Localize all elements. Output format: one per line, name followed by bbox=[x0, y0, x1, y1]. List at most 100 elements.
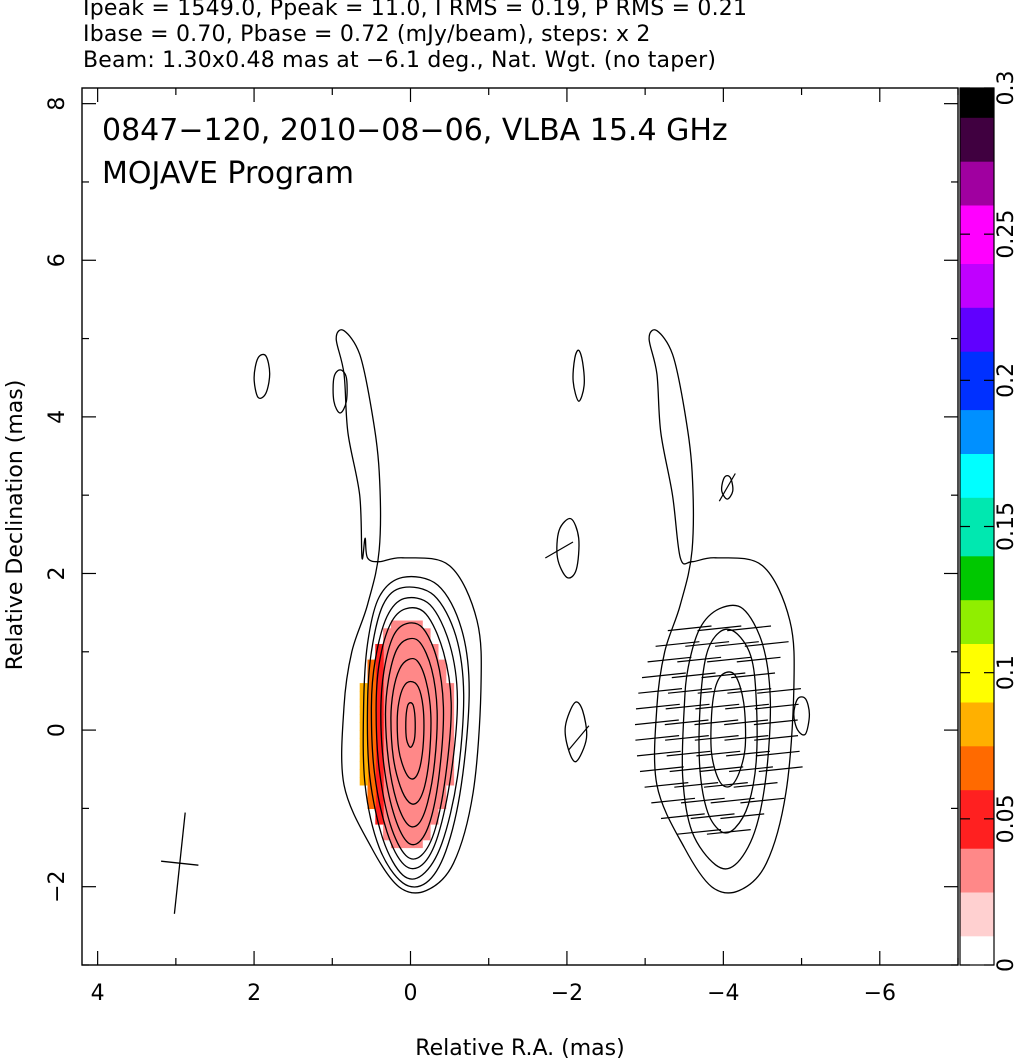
pol-pixel bbox=[406, 659, 415, 668]
pol-pixel bbox=[390, 730, 400, 739]
pol-pixel bbox=[398, 628, 408, 637]
x-axis-label: Relative R.A. (mas) bbox=[415, 1036, 624, 1060]
pol-pixel bbox=[437, 730, 447, 739]
evpa-tick bbox=[635, 735, 680, 741]
colorbar-segment bbox=[960, 833, 994, 849]
header-line-2: Ibase = 0.70, Pbase = 0.72 (mJy/beam), s… bbox=[83, 22, 651, 47]
pol-pixel bbox=[383, 667, 392, 676]
pol-pixel bbox=[398, 706, 408, 715]
pol-pixel bbox=[383, 636, 392, 645]
evpa-tick bbox=[740, 797, 785, 804]
pol-pixel bbox=[390, 808, 400, 817]
evpa-tick bbox=[638, 688, 683, 694]
pol-pixel bbox=[414, 651, 423, 661]
pol-pixel bbox=[390, 777, 400, 786]
pol-pixel bbox=[375, 675, 384, 684]
pol-pixel bbox=[398, 675, 408, 684]
x-tick-label: −2 bbox=[551, 981, 583, 1006]
pol-pixel bbox=[375, 808, 384, 817]
colorbar-segment bbox=[960, 643, 994, 659]
x-tick-label: 2 bbox=[247, 981, 261, 1006]
pol-pixel bbox=[406, 706, 415, 715]
pol-pixel bbox=[437, 784, 447, 794]
pol-pixel bbox=[430, 816, 439, 825]
pol-pixel bbox=[390, 675, 400, 684]
pol-pixel bbox=[398, 824, 408, 833]
evpa-tick bbox=[669, 766, 714, 773]
x-tick-label: −4 bbox=[707, 981, 739, 1006]
pol-pixel bbox=[390, 784, 400, 794]
pol-pixel bbox=[398, 737, 408, 747]
plot-border bbox=[81, 87, 959, 966]
pol-pixel bbox=[422, 737, 431, 747]
pol-pixel bbox=[422, 792, 431, 802]
pol-pixel bbox=[383, 769, 392, 778]
evpa-tick bbox=[667, 625, 712, 632]
y-tick-label: 8 bbox=[45, 97, 70, 111]
evpa-tick bbox=[727, 688, 772, 694]
left-contour-level-4 bbox=[370, 596, 459, 870]
colorbar-segment bbox=[960, 351, 994, 367]
pol-pixel bbox=[422, 698, 431, 708]
pol-pixel bbox=[390, 690, 400, 700]
pol-pixel bbox=[406, 737, 415, 747]
pol-pixel bbox=[414, 722, 423, 731]
pol-pixel bbox=[367, 769, 376, 778]
pol-pixel bbox=[406, 620, 415, 629]
pol-pixel bbox=[406, 808, 415, 817]
colorbar-segment bbox=[960, 906, 994, 922]
pol-pixel bbox=[414, 753, 423, 762]
y-tick-label: 2 bbox=[45, 566, 70, 580]
colorbar: 0 0.05 0.1 0.15 0.2 0.25 0.3 bbox=[959, 71, 1019, 972]
evpa-tick bbox=[677, 656, 722, 663]
pol-pixel bbox=[367, 659, 376, 668]
pol-pixel bbox=[406, 628, 415, 637]
left-contour-level-3 bbox=[366, 586, 465, 880]
colorbar-tick-label: 0.25 bbox=[994, 210, 1019, 259]
colorbar-segment bbox=[960, 278, 994, 294]
pol-pixel bbox=[398, 839, 408, 849]
colorbar-tick-label: 0.2 bbox=[994, 363, 1019, 398]
pol-pixel bbox=[383, 792, 392, 802]
pol-pixel bbox=[406, 683, 415, 692]
colorbar-segment bbox=[960, 555, 994, 571]
pol-pixel bbox=[383, 659, 392, 668]
pol-pixel bbox=[430, 698, 439, 708]
pol-pixel bbox=[398, 792, 408, 802]
pol-pixel bbox=[375, 816, 384, 825]
pol-pixel bbox=[422, 690, 431, 700]
pol-pixel bbox=[383, 698, 392, 708]
evpa-tick bbox=[729, 766, 773, 773]
right-contour-level-3 bbox=[698, 628, 758, 834]
pol-pixel bbox=[422, 651, 431, 661]
colorbar-segment bbox=[960, 526, 994, 542]
pol-pixel bbox=[430, 730, 439, 739]
left-island-3 bbox=[572, 349, 585, 402]
pol-pixel bbox=[359, 777, 369, 786]
pol-pixel bbox=[398, 730, 408, 739]
evpa-tick bbox=[703, 782, 748, 788]
pol-pixel bbox=[430, 690, 439, 700]
pol-pixel bbox=[383, 714, 392, 723]
pol-pixel bbox=[414, 667, 423, 676]
pol-pixel bbox=[445, 706, 455, 715]
colorbar-segment bbox=[960, 146, 994, 162]
colorbar-segment bbox=[960, 658, 994, 674]
pol-pixel bbox=[398, 667, 408, 676]
pol-pixel bbox=[390, 659, 400, 668]
tick-layer: 4 2 0 −2 −4 −6 −2 0 2 4 6 8 bbox=[45, 88, 959, 1006]
colorbar-segment bbox=[960, 877, 994, 893]
evpa-tick bbox=[655, 641, 700, 647]
pol-pixel bbox=[367, 675, 376, 684]
left-island-0 bbox=[253, 353, 271, 399]
pol-pixel bbox=[422, 753, 431, 762]
evpa-tick bbox=[758, 766, 803, 773]
plot-frame bbox=[81, 87, 959, 966]
pol-pixel bbox=[430, 722, 439, 731]
colorbar-segment bbox=[960, 804, 994, 820]
pol-pixel bbox=[422, 659, 431, 668]
evpa-tick bbox=[674, 782, 719, 788]
colorbar-segment bbox=[960, 365, 994, 381]
left-island-1 bbox=[332, 369, 348, 414]
pol-pixel bbox=[390, 753, 400, 762]
